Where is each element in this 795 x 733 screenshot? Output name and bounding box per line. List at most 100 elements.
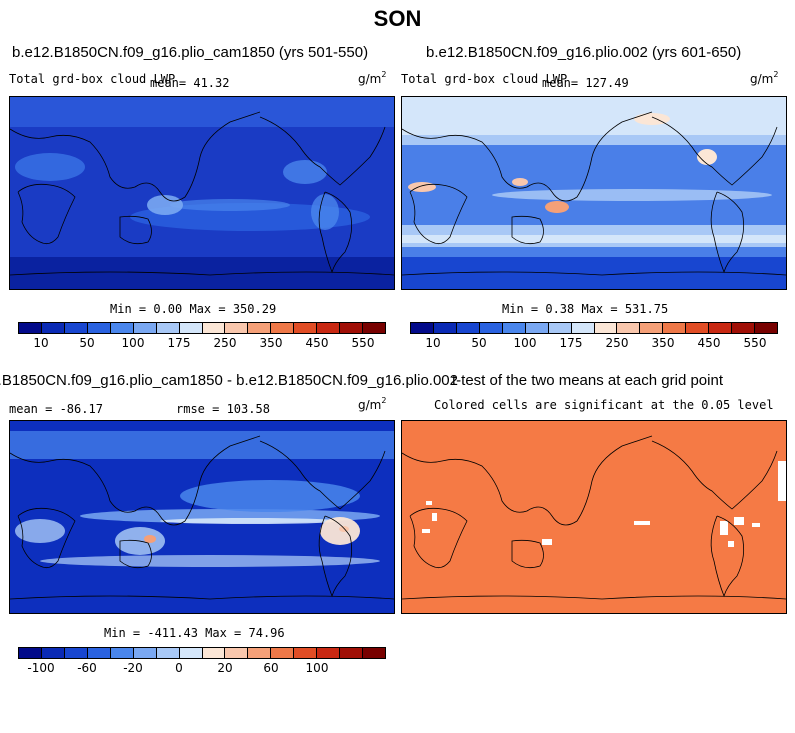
panel3-title: b.e12.B1850CN.f09_g16.plio_cam1850 - b.e… [0,372,458,389]
panel1-colorbar [18,322,386,334]
colorbar-swatch [640,323,664,333]
panel4-white-cell [432,513,437,521]
colorbar-swatch [433,323,457,333]
colorbar-tick-label: 550 [743,336,767,350]
panel2-mean: mean= 127.49 [542,76,629,90]
colorbar-tick-label: 550 [351,336,375,350]
colorbar-swatch [64,648,88,658]
panel3-anomaly-patch [40,555,380,567]
panel4-white-cell [634,521,650,525]
colorbar-swatch [248,648,272,658]
colorbar-swatch [502,323,526,333]
colorbar-swatch [271,648,295,658]
panel2-map [401,96,787,290]
panel4-white-cell [778,461,786,501]
panel2-colorbar [410,322,778,334]
colorbar-swatch [271,323,295,333]
panel3-anomaly-patch [180,480,360,512]
colorbar-swatch [41,648,65,658]
panel4-white-cell [542,539,552,545]
panel3-coast-australia [119,539,152,569]
colorbar-tick-label: 450 [697,336,721,350]
colorbar-swatch [363,648,385,658]
colorbar-tick-label: 250 [605,336,629,350]
panel2-polar-band-south [402,257,786,289]
panel4-coast-australia [511,539,544,569]
panel2-warm-patch [512,178,528,186]
colorbar-swatch [617,323,641,333]
panel2-variable: Total grd-box cloud LWP [401,72,568,86]
panel2-cloud-patch [492,189,772,201]
colorbar-swatch [686,323,710,333]
panel4-map-svg [402,421,786,613]
colorbar-swatch [179,648,203,658]
panel2-band-north [402,97,786,135]
colorbar-swatch [548,323,572,333]
colorbar-swatch [294,648,318,658]
colorbar-tick-label: 350 [651,336,675,350]
panel3-mean: mean = -86.17 [9,402,103,416]
panel3-colorbar-swatches [18,647,386,659]
colorbar-swatch [41,323,65,333]
panel4-title: t-test of the two means at each grid poi… [452,372,723,389]
colorbar-swatch [19,648,42,658]
panel2-coast-antarctica [402,271,786,276]
colorbar-tick-label: -60 [77,661,97,675]
colorbar-swatch [202,323,226,333]
panel1-units: g/m2 [358,70,387,86]
panel1-variable: Total grd-box cloud LWP [9,72,176,86]
colorbar-tick-label: 175 [167,336,191,350]
colorbar-swatch [571,323,595,333]
colorbar-tick-label: 100 [513,336,537,350]
colorbar-swatch [225,648,249,658]
colorbar-swatch [317,648,341,658]
panel3-map [9,420,395,614]
panel3-coast-north-america [259,440,386,510]
panel1-colorbar-ticks: 10 50 100 175 250 350 450 550 [18,334,386,350]
panel1-minmax: Min = 0.00 Max = 350.29 [110,302,277,316]
colorbar-swatch [525,323,549,333]
colorbar-swatch [709,323,733,333]
colorbar-swatch [248,323,272,333]
panel3-map-svg [10,421,394,613]
panel4-coast-antarctica [402,595,786,600]
panel2-coast-south-america [710,191,745,274]
colorbar-swatch [87,648,111,658]
colorbar-swatch [156,648,180,658]
panel3-colorbar-ticks: -100 -60 -20 0 20 60 100 [18,659,386,675]
panel3-anomaly-patch [15,519,65,543]
panel1-coastlines [10,111,394,276]
panel4-white-cell [752,523,760,527]
colorbar-tick-label: 50 [79,336,95,350]
colorbar-swatch [110,323,134,333]
panel1-cloud-patch [15,153,85,181]
panel4-white-cell [426,501,432,505]
panel1-coast-africa [17,183,76,245]
panel4-white-cell [720,521,728,535]
colorbar-tick-label: -20 [123,661,143,675]
panel2-warm-patch [697,149,717,165]
panel2-minmax: Min = 0.38 Max = 531.75 [502,302,669,316]
panel2-title: b.e12.B1850CN.f09_g16.plio.002 (yrs 601-… [426,44,742,61]
colorbar-swatch [64,323,88,333]
colorbar-tick-label: 100 [305,661,329,675]
colorbar-swatch [133,323,157,333]
panel1-map-svg [10,97,394,289]
panel1-coast-eurasia [10,111,261,202]
panel1-mean: mean= 41.32 [150,76,230,90]
colorbar-tick-label: 175 [559,336,583,350]
panel3-band-north [10,431,394,459]
panel3-coast-eurasia [10,435,261,526]
colorbar-swatch [732,323,756,333]
panel1-cloud-patch [170,199,290,211]
panel3-minmax: Min = -411.43 Max = 74.96 [104,626,285,640]
panel2-coastlines [402,111,786,276]
colorbar-swatch [317,323,341,333]
panel4-white-cell [728,541,734,547]
panel3-positive-patch [339,526,349,532]
colorbar-tick-label: 100 [121,336,145,350]
panel4-subtitle: Colored cells are significant at the 0.0… [434,398,774,412]
colorbar-swatch [294,323,318,333]
panel1-cloud-patch [283,160,327,184]
panel1-coast-australia [119,215,152,245]
